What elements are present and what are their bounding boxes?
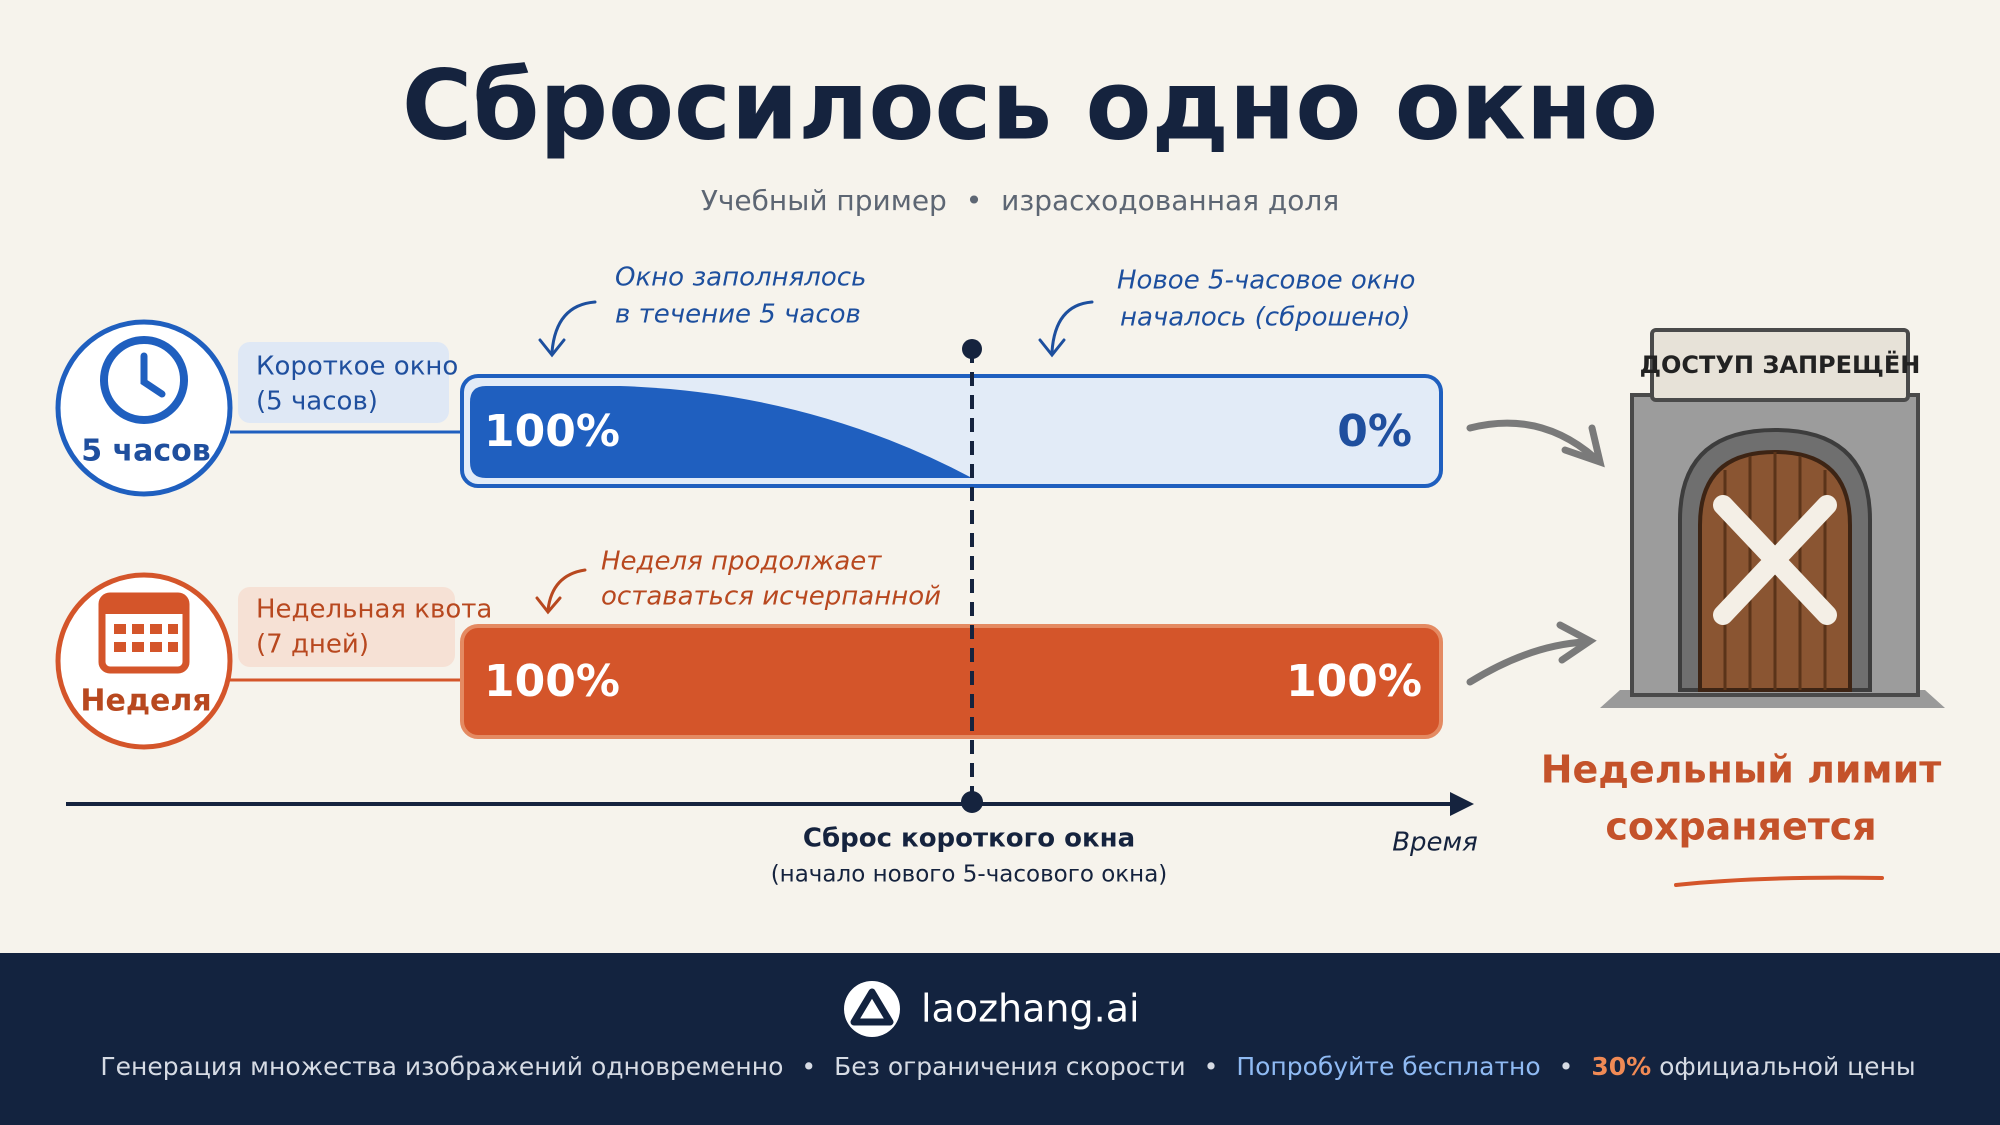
arrow bbox=[1466, 638, 1589, 686]
bar bbox=[460, 624, 1443, 739]
arrow-head bbox=[538, 338, 566, 358]
reset-dot bbox=[961, 791, 983, 813]
conclusion: Недельный лимит bbox=[1541, 748, 1942, 792]
bar-fill bbox=[470, 386, 972, 478]
separator: • bbox=[1204, 1052, 1219, 1081]
axis-arrow bbox=[1450, 792, 1474, 816]
discount: 30% bbox=[1591, 1052, 1651, 1081]
brand-name: laozhang.ai bbox=[921, 987, 1140, 1031]
door-arrows bbox=[1466, 419, 1605, 686]
footer-item: Без ограничения скорости bbox=[834, 1052, 1186, 1081]
bar-start-label: 100% bbox=[484, 656, 620, 707]
door-cross bbox=[1713, 495, 1837, 625]
row-label: Короткое окно bbox=[256, 352, 458, 382]
separator: • bbox=[801, 1052, 816, 1081]
title: Сбросилось одно окно bbox=[402, 49, 1658, 161]
label-box bbox=[238, 342, 449, 423]
annotation-line: Неделя продолжает bbox=[601, 547, 882, 577]
reset-dot bbox=[962, 339, 982, 359]
door-sign-text: ДОСТУП ЗАПРЕЩЁН bbox=[1640, 350, 1921, 379]
arrow-head bbox=[1038, 338, 1066, 358]
underline bbox=[1674, 875, 1884, 887]
reset-label: Сброс короткого окна bbox=[803, 824, 1135, 854]
annotation-arrows bbox=[535, 300, 1094, 615]
calendar-top bbox=[102, 596, 186, 614]
subtitle-part: Учебный пример bbox=[701, 184, 947, 217]
arrow bbox=[1050, 300, 1094, 354]
subtitle: Учебный пример • израсходованная доля bbox=[701, 184, 1339, 217]
door-sign bbox=[1650, 328, 1910, 402]
label-box bbox=[238, 587, 455, 667]
arrow bbox=[550, 300, 597, 354]
subtitle-part: израсходованная доля bbox=[1001, 184, 1339, 217]
bar-end-label: 100% bbox=[1286, 656, 1422, 707]
brand-logo-mark bbox=[850, 988, 894, 1026]
conclusion: сохраняется bbox=[1605, 805, 1876, 849]
bar-start-label: 100% bbox=[484, 406, 620, 457]
annotation-line: Новое 5-часовое окно bbox=[1117, 266, 1415, 296]
footer-line: Генерация множества изображений одноврем… bbox=[100, 1052, 1915, 1081]
annotation: Окно заполнялось в течение 5 часов Новое… bbox=[615, 263, 1415, 333]
badge-label: 5 часов bbox=[81, 434, 211, 469]
annotation-line: оставаться исчерпанной bbox=[601, 582, 941, 612]
footer-link[interactable]: Попробуйте бесплатно bbox=[1236, 1052, 1540, 1081]
calendar-grid bbox=[114, 624, 178, 652]
annotation-line: в течение 5 часов bbox=[615, 300, 861, 330]
row-label: (7 дней) bbox=[256, 630, 369, 660]
badge-label: Неделя bbox=[80, 684, 211, 719]
footer bbox=[0, 953, 2000, 1125]
arrow bbox=[1466, 419, 1599, 462]
footer-item: Генерация множества изображений одноврем… bbox=[100, 1052, 783, 1081]
arrow-head bbox=[535, 596, 562, 615]
bar-end-label: 0% bbox=[1337, 406, 1412, 457]
footer-item: официальной цены bbox=[1651, 1052, 1915, 1081]
arrow bbox=[546, 568, 587, 612]
axis-label: Время bbox=[1392, 828, 1478, 858]
arrow-head bbox=[1561, 424, 1605, 468]
clock-hands bbox=[140, 352, 166, 398]
annotation: Неделя продолжает оставаться исчерпанной bbox=[601, 547, 941, 612]
door-illustration: ДОСТУП ЗАПРЕЩЁН bbox=[1600, 328, 1945, 708]
row-label: (5 часов) bbox=[256, 387, 378, 417]
annotation-line: началось (сброшено) bbox=[1120, 303, 1410, 333]
annotation-line: Окно заполнялось bbox=[615, 263, 866, 293]
separator: • bbox=[1559, 1052, 1574, 1081]
arrow-head bbox=[1556, 621, 1597, 664]
separator: • bbox=[966, 184, 983, 217]
reset-sublabel: (начало нового 5-часового окна) bbox=[771, 862, 1168, 888]
row-label: Недельная квота bbox=[256, 595, 492, 625]
